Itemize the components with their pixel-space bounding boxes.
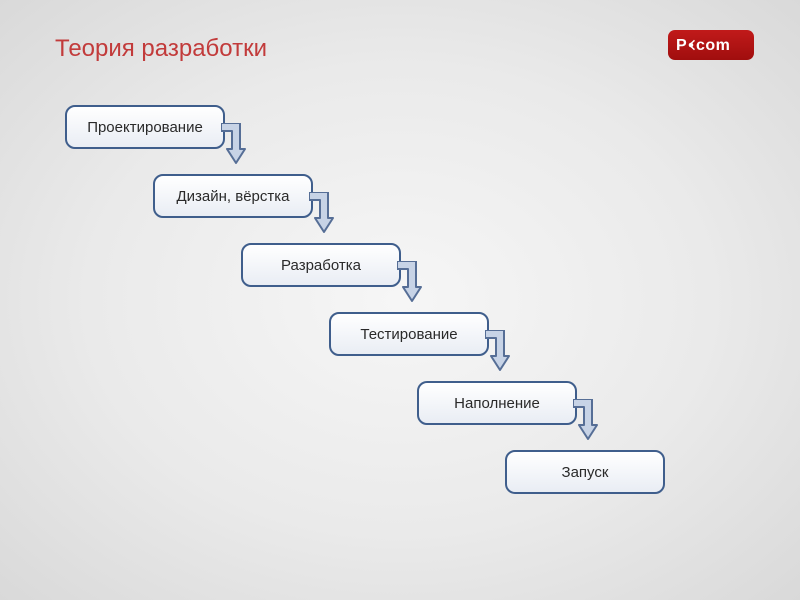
flow-node-label: Разработка	[281, 257, 361, 274]
svg-text:com: com	[696, 37, 730, 54]
flow-node-n1: Проектирование	[65, 105, 225, 149]
flow-node-label: Наполнение	[454, 395, 540, 412]
flow-node-label: Запуск	[562, 464, 609, 481]
flow-node-label: Проектирование	[87, 119, 203, 136]
flow-node-n6: Запуск	[505, 450, 665, 494]
flow-node-label: Тестирование	[360, 326, 457, 343]
flow-arrow-n1-n2	[221, 123, 251, 174]
flow-node-label: Дизайн, вёрстка	[176, 188, 289, 205]
page-title: Теория разработки	[55, 35, 267, 63]
svg-text:P: P	[676, 37, 687, 54]
flow-node-n5: Наполнение	[417, 381, 577, 425]
flow-node-n2: Дизайн, вёрстка	[153, 174, 313, 218]
flow-arrow-n2-n3	[309, 192, 339, 243]
flow-arrow-n5-n6	[573, 399, 603, 450]
flow-node-n3: Разработка	[241, 243, 401, 287]
flow-arrow-n3-n4	[397, 261, 427, 312]
flow-arrow-n4-n5	[485, 330, 515, 381]
flow-node-n4: Тестирование	[329, 312, 489, 356]
brand-logo: P com	[668, 30, 754, 60]
